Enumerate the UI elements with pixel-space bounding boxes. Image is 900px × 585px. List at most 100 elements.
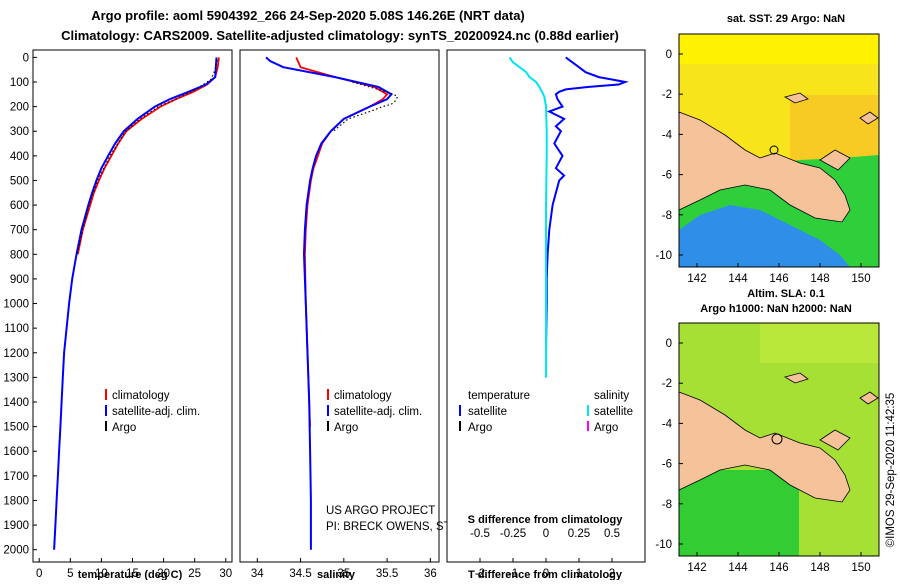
x-tick-label: 2 (609, 568, 615, 580)
depth-tick-label: 1400 (3, 397, 29, 409)
depth-tick-label: 100 (10, 77, 29, 89)
depth-tick-label: 2000 (3, 545, 29, 557)
map-y-tick-label: -4 (662, 129, 673, 141)
sst-map-image (678, 34, 879, 267)
depth-tick-label: 500 (10, 175, 29, 187)
difference-legend: temperature salinity satellite Argo sate… (459, 390, 633, 434)
difference-top-x-label: S difference from climatology (468, 514, 624, 526)
legend-label-t-satellite: satellite (468, 406, 507, 418)
depth-tick-label: 1800 (3, 495, 29, 507)
map-y-tick-label: -10 (655, 250, 672, 262)
x-tick-label: 0 (543, 568, 549, 580)
map-x-tick-label: 150 (851, 562, 870, 574)
map-y-tick-label: -8 (662, 499, 672, 511)
sst-blue-south (679, 205, 850, 267)
map-x-tick-label: 148 (810, 562, 829, 574)
map-x-tick-label: 146 (769, 562, 788, 574)
depth-tick-label: 1300 (3, 372, 29, 384)
sla-map: Altim. SLA: 0.1 Argo h1000: NaN h2000: N… (655, 288, 880, 574)
sst-map: sat. SST: 29 Argo: NaN 142 144 146 148 150 0… (655, 13, 880, 285)
x-tick-label: 20 (157, 568, 170, 580)
temperature-plot-frame (32, 49, 233, 563)
sla-map-image (678, 323, 879, 556)
sst-land-new-guinea (678, 111, 851, 223)
sla-map-y-axis: 0 -2 -4 -6 -8 -10 (655, 338, 683, 551)
legend-label-t-argo: Argo (468, 422, 492, 434)
sla-light-patch (760, 323, 879, 363)
x-tick-label: -1 (508, 568, 518, 580)
sla-map-title-line2: Argo h1000: NaN h2000: NaN (700, 303, 852, 315)
difference-panel: -2 -1 0 1 2 T difference from climatology S … (446, 49, 646, 581)
top-x-tick-label: 0.5 (604, 528, 620, 540)
sla-argo-marker (771, 433, 783, 445)
depth-tick-label: 300 (10, 126, 29, 138)
x-tick-label: 30 (219, 568, 232, 580)
series-satellite-adj-clim- (53, 57, 218, 550)
figure-title-line2: Climatology: CARS2009. Satellite-adjuste… (61, 28, 619, 43)
map-x-tick-label: 148 (810, 273, 829, 285)
map-y-tick-label: -2 (662, 378, 672, 390)
x-tick-label: 36 (424, 568, 437, 580)
map-y-tick-label: 0 (666, 338, 672, 350)
sla-land-new-guinea (678, 391, 851, 503)
difference-x-label: T difference from climatology (468, 569, 623, 580)
difference-x-axis: -2 -1 0 1 2 (475, 558, 615, 580)
top-x-tick-label: 0 (543, 528, 549, 540)
legend-header-salinity: salinity (594, 390, 629, 402)
depth-axis: 0 100 200 300 400 500 600 700 800 900 1000 1100 1200… (3, 52, 37, 557)
depth-tick-label: 600 (10, 200, 29, 212)
series-t-satellite (545, 56, 629, 378)
salinity-legend: climatology satellite-adj. clim. Argo (327, 389, 422, 434)
x-tick-label: 10 (95, 568, 108, 580)
depth-tick-label: 1200 (3, 348, 29, 360)
legend-label-argo: Argo (112, 422, 136, 434)
temperature-x-axis: 0 5 10 15 20 25 30 (36, 558, 232, 580)
map-x-tick-label: 142 (687, 562, 706, 574)
depth-tick-label: 1600 (3, 446, 29, 458)
map-y-tick-label: -4 (662, 418, 673, 430)
imos-credit: ©IMOS 29-Sep-2020 11:42:35 (885, 393, 897, 548)
depth-tick-label: 1700 (3, 471, 29, 483)
depth-tick-label: 1000 (3, 299, 29, 311)
temperature-panel: 0100200300400500600700800900100011001200… (3, 49, 233, 581)
map-x-tick-label: 144 (728, 273, 748, 285)
depth-tick-label: 200 (10, 102, 29, 114)
legend-label-climatology: climatology (334, 390, 392, 402)
temperature-legend: climatology satellite-adj. clim. Argo (105, 389, 200, 434)
sst-north-band (679, 34, 879, 64)
x-tick-label: 15 (126, 568, 139, 580)
temperature-x-label: temperature (deg C) (78, 569, 183, 580)
depth-tick-label: 1900 (3, 520, 29, 532)
map-y-tick-label: -8 (662, 210, 672, 222)
x-tick-label: 35.5 (376, 568, 398, 580)
x-tick-label: 1 (576, 568, 582, 580)
salinity-x-label: salinity (317, 569, 356, 580)
legend-label-s-satellite: satellite (594, 406, 633, 418)
x-tick-label: 25 (188, 568, 201, 580)
depth-tick-label: 0 (23, 52, 29, 64)
depth-tick-label: 1500 (3, 422, 29, 434)
legend-label-s-argo: Argo (594, 422, 618, 434)
legend-label-satellite: satellite-adj. clim. (334, 406, 422, 418)
x-tick-label: -2 (475, 568, 485, 580)
legend-label-climatology: climatology (112, 390, 170, 402)
difference-lines (508, 56, 629, 378)
map-y-tick-label: -6 (662, 170, 672, 182)
top-x-tick-label: -0.25 (500, 528, 526, 540)
depth-tick-label: 800 (10, 249, 29, 261)
top-x-tick-label: -0.5 (470, 528, 490, 540)
map-y-tick-label: 0 (666, 49, 672, 61)
map-x-tick-label: 146 (769, 273, 788, 285)
legend-label-satellite: satellite-adj. clim. (112, 406, 200, 418)
figure-title-line1: Argo profile: aoml 5904392_266 24-Sep-20… (91, 8, 525, 23)
sla-map-title-line1: Altim. SLA: 0.1 (747, 288, 825, 300)
salinity-lines (265, 56, 399, 550)
depth-tick-label: 900 (10, 274, 29, 286)
map-y-tick-label: -6 (662, 459, 672, 471)
depth-tick-label: 700 (10, 225, 29, 237)
sst-map-title: sat. SST: 29 Argo: NaN (727, 13, 845, 25)
legend-header-temperature: temperature (468, 390, 530, 402)
top-x-tick-label: 0.25 (568, 528, 590, 540)
map-y-tick-label: -10 (655, 539, 672, 551)
